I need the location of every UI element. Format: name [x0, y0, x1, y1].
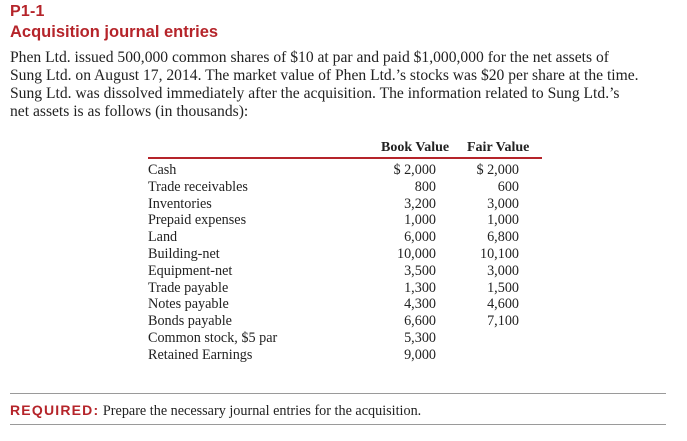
fair-value-cell: $ 2,000	[476, 162, 519, 178]
header-rule	[148, 157, 542, 159]
intro-line: Sung Ltd. was dissolved immediately afte…	[10, 85, 620, 102]
row-label: Trade payable	[148, 279, 229, 296]
required-label: REQUIRED:	[10, 402, 100, 418]
book-value-cell: 6,000	[404, 229, 436, 246]
book-value-cell: $ 2,000	[393, 162, 436, 178]
book-value-cell: 5,300	[404, 329, 436, 346]
intro-line: Sung Ltd. on August 17, 2014. The market…	[10, 67, 639, 84]
row-label: Equipment-net	[148, 262, 233, 279]
book-value-cell: 10,000	[396, 245, 436, 262]
table-row: Trade receivables 800 600	[148, 179, 548, 196]
table-row: Retained Earnings 9,000	[148, 347, 548, 364]
fair-value-cell: 600	[497, 178, 519, 195]
fair-value-cell: 7,100	[487, 313, 519, 330]
problem-title: Acquisition journal entries	[10, 23, 219, 41]
fair-value-cell: 4,600	[487, 296, 519, 313]
required-section: REQUIRED: Prepare the necessary journal …	[10, 402, 421, 420]
fair-value-cell: 6,800	[487, 229, 519, 246]
net-assets-table: Cash $ 2,000 $ 2,000 Trade receivables 800 6…	[148, 162, 548, 364]
row-label: Retained Earnings	[148, 346, 253, 363]
row-label: Common stock, $5 par	[148, 329, 278, 346]
book-value-cell: 1,300	[404, 279, 436, 296]
divider-top	[10, 393, 666, 394]
book-value-cell: 3,500	[404, 262, 436, 279]
table-row: Common stock, $5 par 5,300	[148, 330, 548, 347]
fair-value-cell: 1,500	[487, 279, 519, 296]
table-row: Prepaid expenses 1,000 1,000	[148, 212, 548, 229]
book-value-cell: 3,200	[404, 195, 436, 212]
row-label: Notes payable	[148, 296, 229, 313]
table-row: Bonds payable 6,600 7,100	[148, 313, 548, 330]
book-value-cell: 1,000	[404, 212, 436, 229]
fair-value-cell: 10,100	[479, 245, 519, 262]
table-row: Building-net 10,000 10,100	[148, 246, 548, 263]
book-value-cell: 6,600	[404, 313, 436, 330]
table-row: Trade payable 1,300 1,500	[148, 280, 548, 297]
row-label: Cash	[148, 162, 177, 178]
table-row: Inventories 3,200 3,000	[148, 196, 548, 213]
row-label: Prepaid expenses	[148, 212, 247, 229]
table-row: Land 6,000 6,800	[148, 229, 548, 246]
book-value-cell: 800	[414, 178, 436, 195]
intro-paragraph: Phen Ltd. issued 500,000 common shares o…	[10, 49, 678, 121]
row-label: Bonds payable	[148, 313, 232, 330]
intro-line: Phen Ltd. issued 500,000 common shares o…	[10, 49, 609, 66]
divider-bottom	[10, 424, 666, 425]
table-row: Notes payable 4,300 4,600	[148, 296, 548, 313]
fair-value-cell: 3,000	[487, 195, 519, 212]
column-header-fair-value: Fair Value	[467, 140, 530, 155]
row-label: Inventories	[148, 195, 212, 212]
book-value-cell: 4,300	[404, 296, 436, 313]
table-row: Equipment-net 3,500 3,000	[148, 263, 548, 280]
intro-line: net assets is as follows (in thousands):	[10, 103, 249, 120]
fair-value-cell: 3,000	[487, 262, 519, 279]
row-label: Building-net	[148, 245, 220, 262]
problem-number: P1-1	[10, 3, 45, 20]
fair-value-cell: 1,000	[487, 212, 519, 229]
book-value-cell: 9,000	[404, 346, 436, 363]
row-label: Land	[148, 229, 178, 246]
table-row: Cash $ 2,000 $ 2,000	[148, 162, 548, 179]
required-text: Prepare the necessary journal entries fo…	[102, 403, 422, 419]
row-label: Trade receivables	[148, 178, 248, 195]
column-header-book-value: Book Value	[381, 140, 450, 155]
